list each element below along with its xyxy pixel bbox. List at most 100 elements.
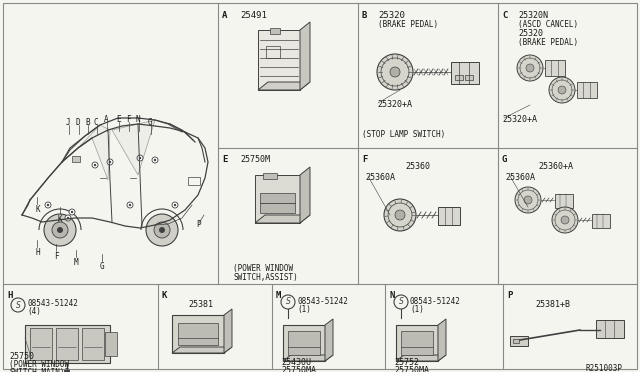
Text: S: S: [399, 298, 403, 307]
Circle shape: [159, 227, 165, 233]
Circle shape: [395, 210, 405, 220]
Circle shape: [64, 368, 70, 372]
Circle shape: [94, 164, 96, 166]
Polygon shape: [396, 355, 446, 361]
Text: 25360: 25360: [405, 162, 430, 171]
Bar: [396, 325, 438, 361]
Polygon shape: [224, 309, 232, 353]
Circle shape: [524, 196, 532, 204]
Circle shape: [174, 204, 176, 206]
Text: 25360+A: 25360+A: [538, 162, 573, 171]
Text: 08543-51242: 08543-51242: [297, 297, 348, 306]
Circle shape: [107, 159, 113, 165]
Text: 25752: 25752: [394, 358, 419, 367]
Circle shape: [154, 222, 170, 238]
Text: H: H: [7, 291, 12, 300]
Bar: [255, 175, 300, 223]
Text: 25320: 25320: [518, 29, 543, 38]
Polygon shape: [258, 82, 310, 90]
Bar: [263, 173, 277, 179]
Text: K: K: [58, 215, 63, 224]
Text: G: G: [100, 262, 104, 271]
Bar: [577, 82, 597, 98]
Text: 25491: 25491: [240, 11, 267, 20]
Bar: [172, 315, 224, 353]
Text: 25320+A: 25320+A: [502, 115, 537, 124]
Text: M: M: [276, 291, 282, 300]
Text: (STOP LAMP SWITCH): (STOP LAMP SWITCH): [362, 130, 445, 139]
Circle shape: [517, 55, 543, 81]
Text: G: G: [502, 155, 508, 164]
Text: 25750: 25750: [9, 352, 34, 361]
Bar: [465, 75, 473, 80]
Circle shape: [129, 204, 131, 206]
Polygon shape: [78, 125, 110, 180]
Text: N: N: [136, 115, 141, 124]
Bar: [56, 328, 78, 360]
Text: (POWER WINDOW: (POWER WINDOW: [233, 264, 293, 273]
Polygon shape: [325, 319, 333, 361]
Bar: [513, 339, 519, 343]
Text: 25750MA: 25750MA: [281, 366, 316, 372]
Polygon shape: [283, 355, 333, 361]
Circle shape: [109, 161, 111, 163]
Polygon shape: [300, 167, 310, 223]
Bar: [260, 193, 295, 213]
Text: 25320N: 25320N: [518, 11, 548, 20]
Text: P: P: [196, 220, 200, 229]
Text: H: H: [35, 248, 40, 257]
Circle shape: [45, 202, 51, 208]
Text: K: K: [35, 205, 40, 214]
Circle shape: [549, 77, 575, 103]
Text: E: E: [116, 115, 120, 124]
Bar: [596, 320, 624, 338]
Circle shape: [172, 202, 178, 208]
Text: 25360A: 25360A: [365, 173, 395, 182]
Text: 25320: 25320: [378, 11, 405, 20]
Text: 25430U: 25430U: [281, 358, 311, 367]
Text: C: C: [502, 11, 508, 20]
Text: 25381+B: 25381+B: [535, 300, 570, 309]
Bar: [555, 194, 573, 208]
Circle shape: [515, 187, 541, 213]
Text: F: F: [54, 252, 59, 261]
Circle shape: [146, 214, 178, 246]
Bar: [283, 325, 325, 361]
Circle shape: [65, 215, 71, 221]
Circle shape: [137, 155, 143, 161]
Polygon shape: [438, 319, 446, 361]
Text: (1): (1): [297, 305, 311, 314]
Circle shape: [377, 54, 413, 90]
Circle shape: [44, 214, 76, 246]
Text: (4): (4): [27, 307, 41, 316]
Circle shape: [71, 211, 73, 213]
Circle shape: [52, 222, 68, 238]
Circle shape: [154, 159, 156, 161]
Polygon shape: [300, 22, 310, 90]
Bar: [455, 75, 463, 80]
Bar: [25, 325, 110, 363]
Bar: [105, 332, 117, 356]
Text: (POWER WINDOW: (POWER WINDOW: [9, 360, 69, 369]
Circle shape: [139, 157, 141, 159]
Circle shape: [92, 162, 98, 168]
Bar: [72, 156, 80, 162]
Text: 25750MA: 25750MA: [394, 366, 429, 372]
Text: M: M: [74, 258, 79, 267]
Text: (1): (1): [410, 305, 424, 314]
Text: F: F: [126, 115, 131, 124]
Text: 25360A: 25360A: [505, 173, 535, 182]
Circle shape: [390, 67, 400, 77]
Bar: [545, 60, 565, 76]
Text: 08543-51242: 08543-51242: [410, 297, 461, 306]
Circle shape: [552, 207, 578, 233]
Circle shape: [67, 217, 69, 219]
Bar: [270, 28, 280, 34]
Bar: [438, 207, 460, 225]
Text: N: N: [389, 291, 394, 300]
Text: A: A: [222, 11, 227, 20]
Circle shape: [561, 216, 569, 224]
Text: F: F: [362, 155, 367, 164]
Text: SWITCH,ASSIST): SWITCH,ASSIST): [233, 273, 298, 282]
Circle shape: [127, 202, 133, 208]
